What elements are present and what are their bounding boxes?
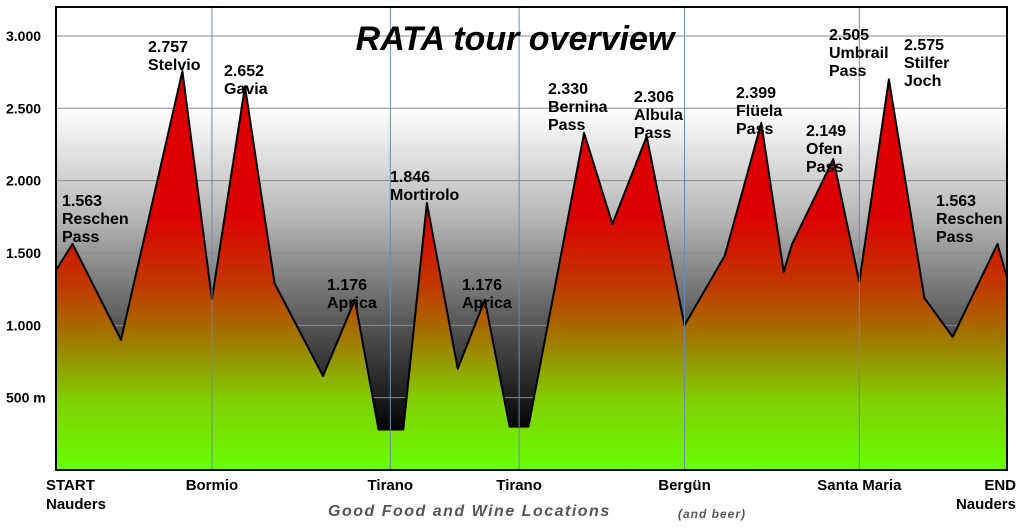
elevation-area (55, 70, 1008, 471)
peak-label: 2.306 Albula Pass (634, 89, 683, 142)
peak-elevation: 2.505 (829, 27, 869, 44)
peak-elevation: 1.176 (462, 277, 502, 294)
peak-label: 1.846 Mortirolo (390, 169, 460, 204)
peak-name: Ofen (806, 141, 842, 158)
peak-name: Pass (62, 229, 99, 246)
peak-name: Reschen (62, 211, 129, 228)
x-category-line: Tirano (368, 477, 414, 494)
location-lines (211, 7, 860, 470)
x-category-line: END (984, 477, 1016, 494)
peak-label: 1.176 Aprica (462, 277, 512, 312)
peak-name: Umbrail (829, 45, 889, 62)
peak-name: Pass (634, 125, 671, 142)
peak-name: Albula (634, 107, 683, 124)
footer-caption: Good Food and Wine Locations (328, 503, 611, 520)
peak-name: Pass (806, 159, 843, 176)
peak-name: Mortirolo (390, 187, 460, 204)
y-tick-label: 3.000 (6, 28, 41, 44)
y-axis-ticks: 500 m 1.000 1.500 2.000 2.500 3.000 (6, 28, 46, 406)
peak-label: 2.652 Gavia (224, 63, 268, 98)
plot-border (55, 6, 1008, 471)
peak-name: Aprica (327, 295, 377, 312)
x-category-line: Bormio (186, 477, 239, 494)
peak-elevation: 2.306 (634, 89, 674, 106)
peak-elevation: 2.575 (904, 37, 944, 54)
peak-label: 2.757 Stelvio (148, 39, 201, 74)
x-axis-categories: START Nauders Bormio Tirano Tirano Bergün Sant… (46, 477, 1016, 513)
y-tick-label: 500 m (6, 390, 46, 406)
peak-label: 1.563 Reschen Pass (62, 193, 129, 246)
peak-name: Pass (829, 63, 866, 80)
peak-label: 1.176 Aprica (327, 277, 377, 312)
peak-elevation: 2.399 (736, 85, 776, 102)
footer-note: (and beer) (678, 507, 746, 521)
peak-elevation: 1.176 (327, 277, 367, 294)
peak-label: 2.330 Bernina Pass (548, 81, 608, 134)
peak-elevation: 1.563 (62, 193, 102, 210)
peak-label: 2.505 Umbrail Pass (829, 27, 889, 80)
x-category-line: Bergün (658, 477, 711, 494)
peak-name: Stelvio (148, 57, 201, 74)
peak-name: Bernina (548, 99, 608, 116)
peak-elevation: 1.563 (936, 193, 976, 210)
peak-name: Pass (936, 229, 973, 246)
y-tick-label: 1.000 (6, 317, 41, 333)
peak-label: 2.575 Stilfer Joch (904, 37, 949, 90)
peak-name: Joch (904, 73, 941, 90)
peak-elevation: 2.652 (224, 63, 264, 80)
x-category-label: Tirano (368, 477, 414, 494)
peak-name: Stilfer (904, 55, 949, 72)
x-category-label: Santa Maria (817, 477, 902, 494)
peak-elevation: 2.149 (806, 123, 846, 140)
x-category-label: END Nauders (956, 477, 1016, 513)
peak-name: Reschen (936, 211, 1003, 228)
x-category-line: Nauders (956, 496, 1016, 513)
x-category-label: Tirano (496, 477, 542, 494)
chart-title: RATA tour overview (356, 20, 677, 58)
x-category-line: Nauders (46, 496, 106, 513)
peak-elevation: 2.330 (548, 81, 588, 98)
peak-name: Pass (736, 121, 773, 138)
x-category-label: START Nauders (46, 477, 106, 513)
y-tick-label: 1.500 (6, 245, 41, 261)
peak-label: 2.149 Ofen Pass (806, 123, 846, 176)
peak-label: 1.563 Reschen Pass (936, 193, 1003, 246)
x-category-line: START (46, 477, 95, 494)
x-category-line: Tirano (496, 477, 542, 494)
peak-name: Pass (548, 117, 585, 134)
peak-elevation: 2.757 (148, 39, 188, 56)
peak-label: 2.399 Flüela Pass (736, 85, 782, 138)
x-category-label: Bergün (658, 477, 711, 494)
peak-elevation: 1.846 (390, 169, 430, 186)
x-category-line: Santa Maria (817, 477, 902, 494)
y-tick-label: 2.000 (6, 173, 41, 189)
peak-name: Aprica (462, 295, 512, 312)
y-tick-label: 2.500 (6, 100, 41, 116)
peak-name: Flüela (736, 103, 782, 120)
peak-name: Gavia (224, 81, 268, 98)
x-category-label: Bormio (186, 477, 239, 494)
